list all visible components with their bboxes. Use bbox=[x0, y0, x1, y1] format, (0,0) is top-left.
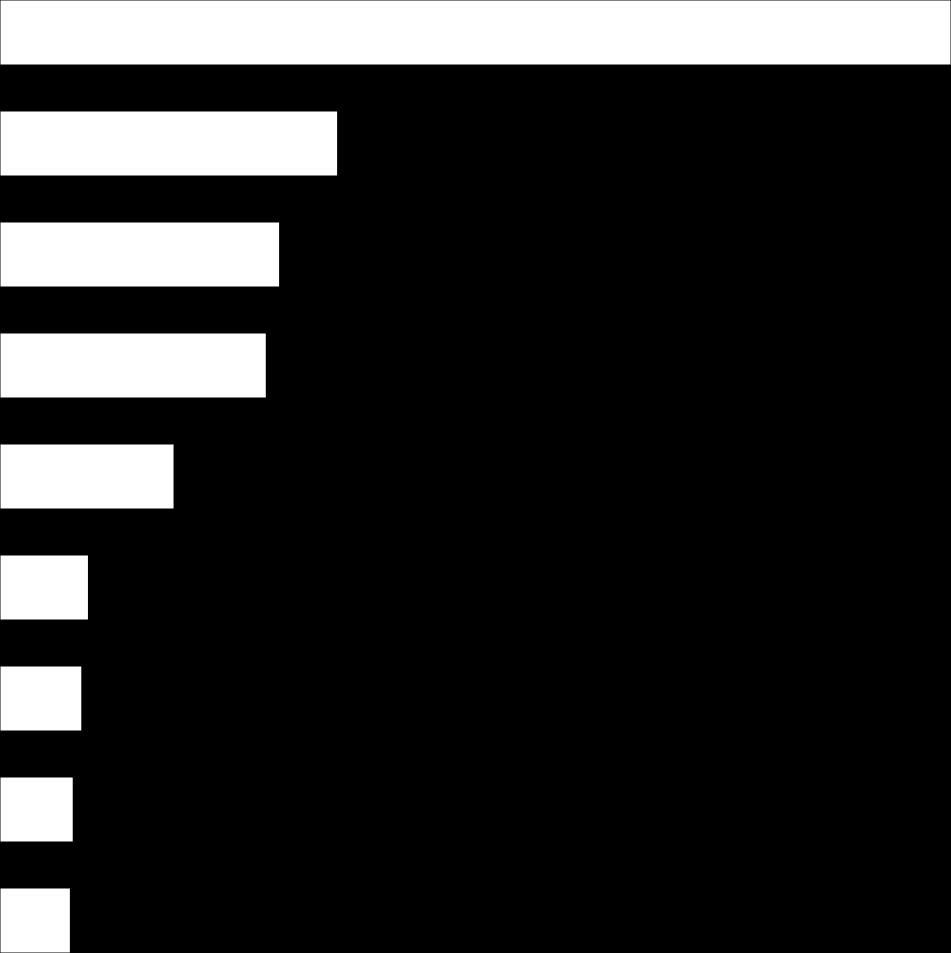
bar bbox=[0, 887, 71, 953]
bar bbox=[0, 776, 74, 843]
bar bbox=[0, 332, 267, 399]
bar bbox=[0, 221, 281, 288]
bar bbox=[0, 110, 339, 177]
bar bbox=[0, 554, 89, 621]
bar bbox=[0, 443, 175, 510]
bar bbox=[0, 0, 951, 66]
bar bbox=[0, 665, 83, 732]
